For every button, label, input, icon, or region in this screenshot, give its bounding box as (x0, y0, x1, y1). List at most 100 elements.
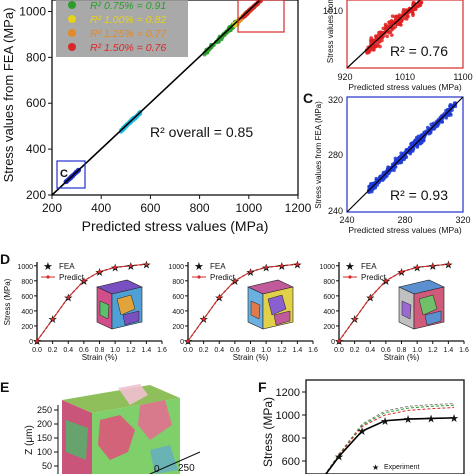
panel-b-point (401, 10, 405, 14)
panel-d-predict-point (415, 265, 419, 269)
grain-4 (150, 445, 178, 474)
panel-f-series-line (324, 417, 455, 474)
panel-a-legend: R² 0.75% = 0.91 R² 1.00% = 0.82 R² 1.25% =… (68, 0, 167, 54)
panel-d-xtick-label: 0.6 (79, 347, 89, 354)
panel-c-r2: R² = 0.93 (390, 187, 448, 203)
panel-d-legend-predict: Predict (210, 273, 236, 282)
panel-c-point (449, 113, 453, 117)
panel-c-ylabel: Stress values from FEA (MPa) (314, 101, 323, 209)
panel-a: C R² 0.75% = 0.91 R² 1.00% = 0.82 R² 1.25%… (1, 0, 312, 234)
panel-d-cube-grain (401, 300, 412, 320)
panel-a-xtick-label: 400 (91, 201, 111, 215)
panel-d-xtick-label: 1.0 (261, 347, 271, 354)
panel-b-point (387, 30, 391, 35)
panel-d-xlabel: Strain (%) (233, 353, 269, 362)
panel-c-fit-line (346, 96, 464, 213)
panel-c-point (399, 160, 404, 165)
grain-3 (118, 384, 148, 405)
panel-d-ytick-label: 600 (21, 294, 33, 301)
panel-d-cube-grain (267, 294, 287, 316)
panel-d-cube-grain (418, 294, 438, 316)
panel-d-legend-fea: FEA (59, 262, 75, 271)
panel-c-letter: C (303, 90, 313, 106)
panel-a-zoom-box-b (237, 0, 285, 33)
panel-d-xlabel: Strain (%) (82, 353, 118, 362)
panel-c-point (427, 131, 431, 136)
panel-a-xlabel: Predicted stress values (MPa) (82, 218, 269, 234)
panel-e-zlabel: Z (μm) (24, 425, 35, 455)
panel-b-xtick-2: 1100 (453, 72, 472, 82)
panel-f-letter: F (258, 379, 267, 395)
panel-d-predict-point (129, 264, 133, 268)
panel-d-ytick-label: 200 (21, 324, 33, 331)
panel-f-ylabel: Stress (MPa) (261, 397, 275, 467)
panel-d-legend-fea: FEA (210, 262, 226, 271)
panel-c-point (444, 116, 449, 120)
panel-c-point (421, 138, 426, 143)
panel-a-legend-label: R² 1.00% = 0.82 (90, 14, 166, 26)
panel-d-ylabel: Stress (MPa) (3, 278, 12, 325)
panel-b-point (383, 26, 388, 31)
panel-d-predict-point (82, 279, 86, 283)
panel-e-xtick-0: 0 (154, 464, 160, 474)
panel-c-point (385, 173, 389, 178)
panel-b-point (419, 0, 424, 5)
panel-d-ytick-label: 400 (172, 309, 184, 316)
panel-d-xtick-label: 1.0 (412, 347, 422, 354)
panel-a-legend-marker (68, 29, 76, 37)
panel-d-legend-star-icon: ★ (43, 261, 53, 273)
panel-b-axes (346, 0, 464, 69)
panel-b-point (393, 24, 398, 29)
panel-d-predict-point (446, 262, 450, 266)
panel-d-predict-line (36, 263, 147, 342)
panel-c-ytick-2: 240 (328, 206, 343, 216)
panel-d-ytick-label: 600 (323, 294, 335, 301)
panel-a-ytick-label: 600 (26, 96, 46, 110)
panel-a-xtick-label: 1200 (285, 201, 312, 215)
panel-d-predict-point (233, 279, 237, 283)
panel-b-point (396, 21, 401, 26)
panel-d-predict-point (186, 339, 190, 343)
panel-a-point (219, 37, 224, 42)
panel-d-predict-point (431, 264, 435, 268)
panel-e-ztick-label: 200 (37, 419, 52, 429)
panel-d-cube-grain (122, 310, 140, 326)
panel-d-predict-point (66, 295, 70, 299)
panel-d-xtick-label: 1.4 (444, 347, 454, 354)
panel-a-yticks: 200 400 600 800 1000 (19, 4, 52, 202)
panel-d-xtick-label: 0.4 (214, 347, 224, 354)
panel-d-xtick-label: 1.6 (308, 347, 318, 354)
panel-a-xtick-label: 200 (42, 201, 62, 215)
panel-d-ytick-label: 0 (331, 339, 335, 346)
panel-f-ytick-label: 1000 (276, 410, 300, 422)
panel-b-ylabel: Stress values from (326, 0, 335, 63)
panel-c-point (440, 119, 444, 124)
panel-d-predict-point (217, 295, 221, 299)
panel-d-legend-predict-marker (46, 275, 50, 279)
panel-f: F 1200 1000 800 600 ★ ★ ★ ★ ★ ★ ★ Stress (MPa) ★ … (258, 379, 465, 474)
panel-e: E 250 200 150 100 50 Z (μm) 0 250 (0, 379, 201, 474)
panel-b-point (371, 38, 375, 43)
panel-d-letter: D (0, 251, 10, 267)
panel-b-point (400, 17, 404, 22)
panel-d-ytick-label: 400 (21, 309, 33, 316)
panel-d-xtick-label: 0.2 (199, 347, 209, 354)
panel-c-point (387, 168, 392, 173)
panel-d-legend-predict: Predict (361, 273, 387, 282)
panel-a-ytick-label: 400 (26, 142, 46, 156)
panel-c-xtick-1: 280 (397, 215, 412, 225)
panel-f-axes (305, 379, 465, 474)
panel-d-predict-point (337, 339, 341, 343)
panel-d-ytick-label: 1000 (168, 264, 184, 271)
panel-f-experiment-point: ★ (380, 416, 390, 428)
panel-d-predict-point (399, 270, 404, 274)
panel-d-xtick-label: 0.2 (350, 347, 360, 354)
panel-a-legend-marker (68, 43, 76, 51)
grain-2 (138, 400, 172, 440)
panel-d-predict-point (144, 262, 148, 266)
panel-d-legend-predict: Predict (59, 273, 85, 282)
panel-b-point (385, 34, 389, 39)
panel-f-experiment-point: ★ (403, 414, 413, 426)
panel-d-cube-grain (116, 294, 136, 316)
panel-d-cube-grain (424, 310, 442, 326)
